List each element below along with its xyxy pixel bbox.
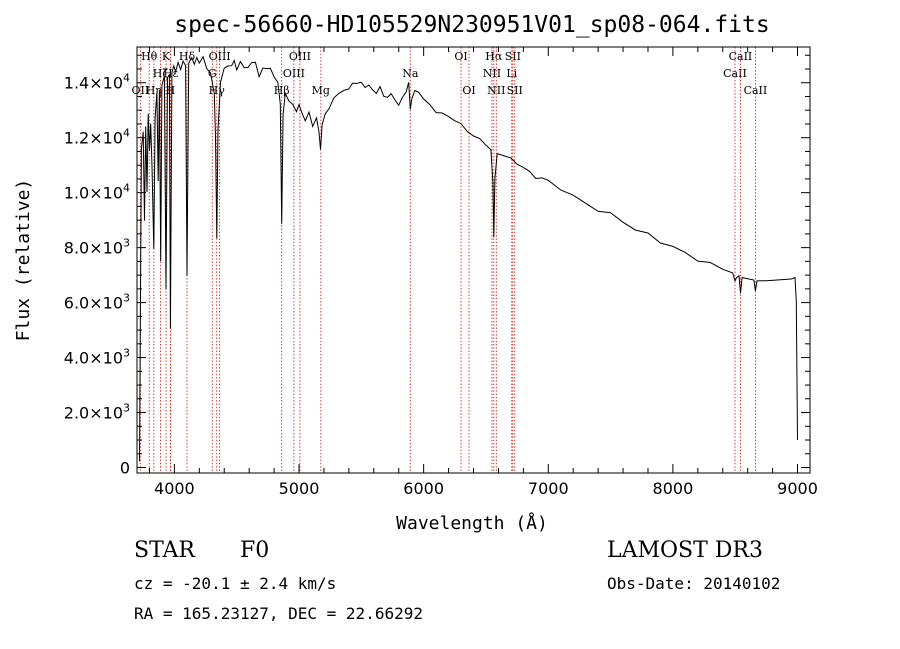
line-marker-label-13: OIII (289, 50, 311, 63)
line-marker-label-24: CaII (723, 67, 747, 80)
y-tick-mantissa: 6.0×10 (64, 294, 123, 313)
x-tick-label-7000: 7000 (528, 479, 569, 498)
spectrum-series (139, 55, 798, 462)
chart-title: spec-56660-HD105529N230951V01_sp08-064.f… (174, 12, 769, 38)
redshift-text: cz = -20.1 ± 2.4 km/s (134, 574, 337, 593)
line-marker-label-16: OI (454, 50, 467, 63)
object-class: STAR (134, 538, 195, 563)
line-marker-label-14: Mg (312, 84, 330, 97)
line-marker-label-1: Hθ (141, 50, 158, 63)
y-tick-label-2000: 2.0×103 (64, 402, 130, 423)
y-tick-label-14000: 1.4×104 (64, 72, 130, 93)
line-marker-label-26: CaII (744, 84, 768, 97)
line-marker-label-10: OIII (209, 50, 231, 63)
y-tick-exponent: 4 (123, 127, 130, 140)
plot-frame (136, 46, 811, 474)
line-marker-label-8: G (208, 67, 217, 80)
line-marker-label-15: Na (402, 67, 419, 80)
line-marker-label-18: NII (483, 67, 501, 80)
series-flux (139, 55, 798, 462)
x-tick-label-4000: 4000 (154, 479, 195, 498)
object-subclass: F0 (240, 538, 270, 563)
line-marker-label-9: Hγ (209, 84, 226, 97)
line-marker-label-21: Li (506, 67, 517, 80)
x-axis-label: Wavelength (Å) (396, 512, 548, 534)
line-marker-label-19: Hα (485, 50, 503, 63)
y-tick-exponent: 4 (123, 72, 130, 85)
y-tick-mantissa: 1.4×10 (64, 74, 123, 93)
y-axis-label: Flux (relative) (13, 179, 34, 342)
y-tick-label-10000: 1.0×104 (64, 182, 130, 203)
y-tick-exponent: 3 (123, 347, 130, 360)
x-tick-label-5000: 5000 (279, 479, 320, 498)
y-tick-mantissa: 1.0×10 (64, 184, 123, 203)
coordinates-text: RA = 165.23127, DEC = 22.66292 (134, 604, 423, 623)
x-tick-label-6000: 6000 (403, 479, 444, 498)
line-marker-label-23: SII (507, 84, 523, 97)
y-tick-label-6000: 6.0×103 (64, 292, 130, 313)
line-marker-label-20: NII (487, 84, 505, 97)
line-marker-label-17: OI (462, 84, 475, 97)
y-tick-exponent: 3 (123, 402, 130, 415)
y-tick-mantissa: 1.2×10 (64, 129, 123, 148)
y-tick-mantissa: 2.0×10 (64, 404, 123, 423)
line-marker-label-7: Hδ (179, 50, 196, 63)
line-marker-label-2: Hη (146, 84, 162, 97)
y-tick-label-0: 0 (120, 459, 130, 478)
line-marker-label-22: SII (505, 50, 521, 63)
y-tick-label-4000: 4.0×103 (64, 347, 130, 368)
y-tick-mantissa: 8.0×10 (64, 239, 123, 258)
line-marker-label-0: OII (132, 84, 150, 97)
y-tick-mantissa: 4.0×10 (64, 349, 123, 368)
y-tick-exponent: 3 (123, 237, 130, 250)
plot-axes: 4000 5000 6000 7000 8000 900002.0×1034.0×1036… (64, 46, 818, 498)
survey-name: LAMOST DR3 (607, 538, 763, 563)
line-marker-label-11: Hβ (274, 84, 290, 97)
line-marker-label-4: K (162, 50, 171, 63)
spectral-line-markers: OIIHθHηHζKHHεHδGHγOIIIHβOIIIOIIIMgNaOIOI… (132, 47, 768, 473)
obs-date: Obs-Date: 20140102 (607, 574, 781, 593)
y-tick-exponent: 3 (123, 292, 130, 305)
x-tick-label-9000: 9000 (777, 479, 818, 498)
x-tick-label-8000: 8000 (653, 479, 694, 498)
y-tick-label-8000: 8.0×103 (64, 237, 130, 258)
y-tick-label-12000: 1.2×104 (64, 127, 130, 148)
line-marker-label-12: OIII (283, 67, 305, 80)
y-tick-exponent: 4 (123, 182, 130, 195)
line-marker-label-25: CaII (729, 50, 753, 63)
y-tick-mantissa: 0 (120, 459, 130, 478)
